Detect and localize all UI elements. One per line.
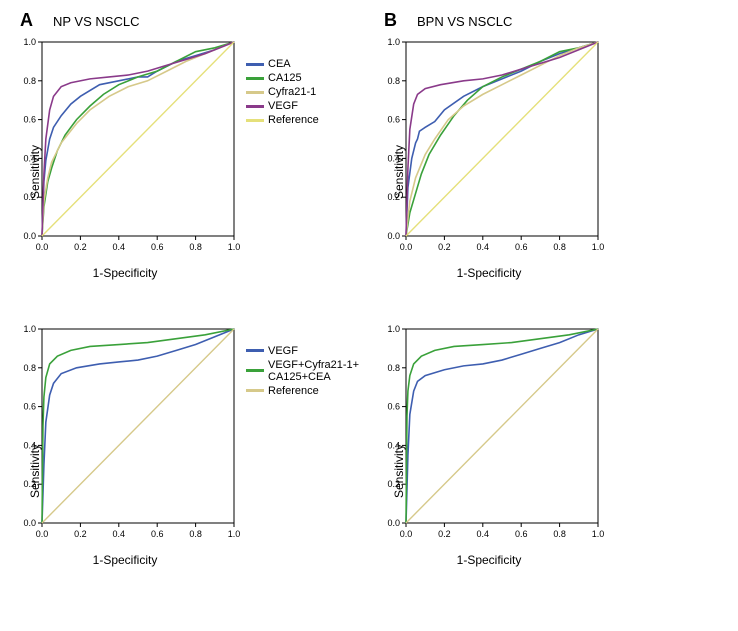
svg-text:0.6: 0.6 <box>151 529 164 539</box>
legend-item-cyfra21-1: Cyfra21-1 <box>246 86 319 98</box>
svg-text:1.0: 1.0 <box>228 242 240 252</box>
svg-text:0.8: 0.8 <box>189 529 202 539</box>
svg-text:0.4: 0.4 <box>113 242 126 252</box>
chart-top-left: 0.00.20.40.60.81.00.00.20.40.60.81.0 <box>10 34 240 264</box>
legend-label: CA125 <box>268 72 302 84</box>
chart-top-right-area: Sensitivity 0.00.20.40.60.81.00.00.20.40… <box>374 34 604 311</box>
legend-swatch <box>246 91 264 94</box>
svg-text:1.0: 1.0 <box>23 324 36 334</box>
panel-a-letter: A <box>20 10 33 31</box>
chart-bottom-left: 0.00.20.40.60.81.00.00.20.40.60.81.0 <box>10 321 240 551</box>
legend-label: Reference <box>268 114 319 126</box>
legend-item-vegf: VEGF <box>246 100 319 112</box>
legend-swatch <box>246 105 264 108</box>
svg-text:0.0: 0.0 <box>36 242 49 252</box>
svg-text:0.0: 0.0 <box>400 242 413 252</box>
svg-text:0.8: 0.8 <box>189 242 202 252</box>
svg-text:0.0: 0.0 <box>36 529 49 539</box>
svg-text:0.4: 0.4 <box>477 529 490 539</box>
panel-b-letter: B <box>384 10 397 31</box>
svg-text:0.8: 0.8 <box>387 362 400 372</box>
svg-text:0.8: 0.8 <box>553 529 566 539</box>
svg-text:0.6: 0.6 <box>515 242 528 252</box>
chart-bottom-left-area: Sensitivity 0.00.20.40.60.81.00.00.20.40… <box>10 321 240 622</box>
legend-swatch <box>246 369 264 372</box>
svg-text:0.6: 0.6 <box>387 115 400 125</box>
ylabel-top-left: Sensitivity <box>28 145 42 199</box>
svg-text:0.0: 0.0 <box>23 231 36 241</box>
svg-text:0.4: 0.4 <box>477 242 490 252</box>
svg-text:0.6: 0.6 <box>387 401 400 411</box>
panel-a-header: A NP VS NSCLC <box>10 10 364 34</box>
legend-label: CEA <box>268 58 291 70</box>
panel-b-title: BPN VS NSCLC <box>417 14 512 29</box>
svg-text:0.6: 0.6 <box>515 529 528 539</box>
legend-label: VEGF <box>268 100 298 112</box>
legend-swatch <box>246 349 264 352</box>
legend-item-reference: Reference <box>246 385 359 397</box>
svg-text:0.8: 0.8 <box>387 76 400 86</box>
svg-text:0.2: 0.2 <box>438 242 451 252</box>
ylabel-top-right: Sensitivity <box>392 145 406 199</box>
figure-grid: A NP VS NSCLC Sensitivity 0.0 0.2 0.4 0.6 0.… <box>10 10 728 621</box>
svg-text:1.0: 1.0 <box>387 37 400 47</box>
svg-text:0.2: 0.2 <box>438 529 451 539</box>
svg-text:0.8: 0.8 <box>23 362 36 372</box>
svg-text:1.0: 1.0 <box>228 529 240 539</box>
svg-text:1.0: 1.0 <box>592 529 604 539</box>
svg-text:0.0: 0.0 <box>400 529 413 539</box>
panel-b-top: B BPN VS NSCLC Sensitivity 0.0 0.2 0.4 0.6 0… <box>374 10 728 311</box>
legend-swatch <box>246 389 264 392</box>
panel-b-bottom: Sensitivity 0.00.20.40.60.81.00.00.20.40… <box>374 321 728 622</box>
chart-top-left-area: Sensitivity 0.00.20.40.60.81.00.00.20.40… <box>10 34 240 311</box>
legend-item-ca125: CA125 <box>246 72 319 84</box>
panel-a-title: NP VS NSCLC <box>53 14 139 29</box>
legend-item-cea: CEA <box>246 58 319 70</box>
svg-text:0.8: 0.8 <box>553 242 566 252</box>
legend-item-reference: Reference <box>246 114 319 126</box>
xlabel-bottom-right: 1-Specificity <box>374 553 604 567</box>
svg-text:0.6: 0.6 <box>23 401 36 411</box>
legend-label: VEGF <box>268 345 298 357</box>
legend-swatch <box>246 77 264 80</box>
legend-item-vegf: VEGF <box>246 345 359 357</box>
xlabel-top-left: 1-Specificity <box>10 266 240 280</box>
legend-label: Reference <box>268 385 319 397</box>
ylabel-bottom-right: Sensitivity <box>392 444 406 498</box>
svg-text:0.4: 0.4 <box>113 529 126 539</box>
legend-swatch <box>246 63 264 66</box>
svg-text:0.2: 0.2 <box>74 242 87 252</box>
chart-top-right: 0.00.20.40.60.81.00.00.20.40.60.81.0 <box>374 34 604 264</box>
legend-label: VEGF+Cyfra21-1+CA125+CEA <box>268 359 359 383</box>
svg-text:0.6: 0.6 <box>23 115 36 125</box>
legend-item-vegf-cyfra21-1-ca125-cea: VEGF+Cyfra21-1+CA125+CEA <box>246 359 359 383</box>
legend-bottom: VEGF VEGF+Cyfra21-1+CA125+CEA Reference <box>240 321 359 622</box>
panel-a-top: A NP VS NSCLC Sensitivity 0.0 0.2 0.4 0.6 0.… <box>10 10 364 311</box>
legend-top: CEA CA125 Cyfra21-1 VEGF Reference <box>240 34 319 311</box>
panel-b-header: B BPN VS NSCLC <box>374 10 728 34</box>
svg-text:0.0: 0.0 <box>387 518 400 528</box>
panel-a-bottom: Sensitivity 0.00.20.40.60.81.00.00.20.40… <box>10 321 364 622</box>
svg-text:1.0: 1.0 <box>387 324 400 334</box>
legend-swatch <box>246 119 264 122</box>
xlabel-bottom-left: 1-Specificity <box>10 553 240 567</box>
legend-label: Cyfra21-1 <box>268 86 316 98</box>
svg-text:0.6: 0.6 <box>151 242 164 252</box>
ylabel-bottom-left: Sensitivity <box>28 444 42 498</box>
svg-text:0.0: 0.0 <box>387 231 400 241</box>
svg-text:1.0: 1.0 <box>592 242 604 252</box>
chart-bottom-right: 0.00.20.40.60.81.00.00.20.40.60.81.0 <box>374 321 604 551</box>
svg-text:0.8: 0.8 <box>23 76 36 86</box>
chart-bottom-right-area: Sensitivity 0.00.20.40.60.81.00.00.20.40… <box>374 321 604 622</box>
xlabel-top-right: 1-Specificity <box>374 266 604 280</box>
svg-text:1.0: 1.0 <box>23 37 36 47</box>
svg-text:0.2: 0.2 <box>74 529 87 539</box>
svg-text:0.0: 0.0 <box>23 518 36 528</box>
